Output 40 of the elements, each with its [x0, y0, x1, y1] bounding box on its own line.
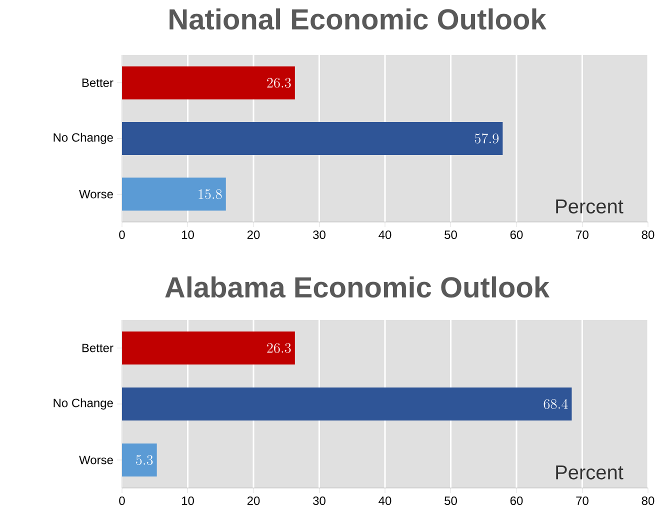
x-tick-label: 30	[313, 496, 326, 506]
x-tick-label: 10	[182, 230, 194, 240]
bar	[122, 388, 572, 421]
x-tick-label: 60	[510, 496, 523, 506]
data-label: 57.9	[474, 133, 499, 144]
y-tick-label: No Change	[54, 398, 113, 410]
x-tick-label: 20	[247, 496, 260, 506]
data-label: 26.3	[267, 343, 291, 353]
bar	[122, 66, 295, 100]
x-tick-label: 60	[510, 230, 523, 240]
chart-title: National Economic Outlook	[170, 8, 546, 30]
y-tick-label: Better	[82, 78, 114, 88]
annotation: Percent	[556, 465, 624, 480]
x-tick-label: 0	[119, 230, 125, 240]
x-tick-label: 40	[378, 496, 392, 506]
x-tick-label: 10	[182, 496, 194, 506]
data-label: 26.3	[267, 78, 291, 88]
x-tick-label: 30	[313, 230, 326, 240]
bar	[122, 332, 295, 365]
x-tick-label: 50	[444, 230, 457, 240]
y-tick-label: Better	[82, 344, 114, 352]
y-tick-label: Worse	[79, 456, 113, 464]
data-label: 15.8	[198, 189, 222, 200]
y-tick-label: No Change	[54, 132, 113, 144]
data-label: 5.3	[136, 455, 153, 465]
x-tick-label: 80	[642, 230, 654, 240]
x-tick-label: 70	[576, 230, 588, 240]
annotation: Percent	[556, 200, 624, 214]
bar	[122, 122, 503, 155]
x-tick-label: 80	[642, 496, 654, 506]
x-tick-label: 40	[378, 230, 392, 240]
x-tick-label: 50	[444, 496, 457, 506]
chart-title: Alabama Economic Outlook	[165, 276, 550, 298]
x-tick-label: 0	[119, 496, 125, 506]
y-tick-label: Worse	[79, 190, 113, 198]
data-label: 68.4	[544, 398, 568, 409]
x-tick-label: 20	[247, 230, 260, 240]
bar	[122, 444, 157, 477]
x-tick-label: 70	[576, 496, 588, 506]
bar	[122, 178, 226, 211]
